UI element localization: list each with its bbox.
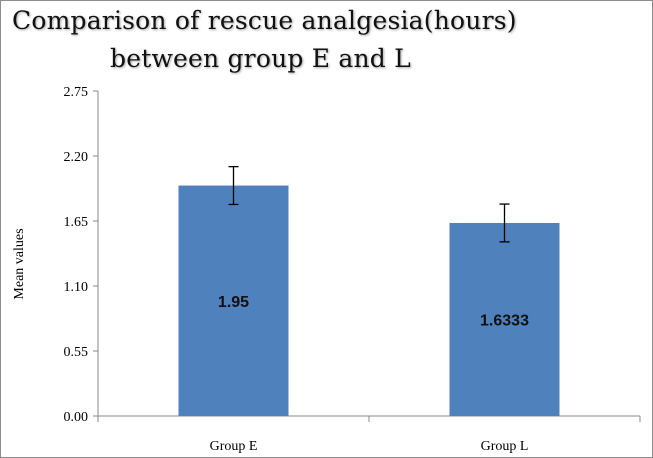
bar-1 [178,185,289,416]
y-tick-label: 0.00 [64,410,89,425]
y-tick-label: 1.65 [64,215,89,230]
y-tick-label: 1.10 [64,280,89,295]
data-label: 1.95 [218,294,249,311]
category-label: Group L [481,439,529,454]
y-tick-label: 0.55 [64,345,89,360]
bar-2 [449,222,560,416]
chart-title-line2: between group E and L [110,44,411,73]
chart-title-line1: Comparison of rescue analgesia(hours) [12,6,517,35]
y-tick-label: 2.75 [64,85,89,100]
category-label: Group E [210,439,258,454]
data-label: 1.6333 [480,312,529,329]
y-tick-label: 2.20 [64,150,89,165]
